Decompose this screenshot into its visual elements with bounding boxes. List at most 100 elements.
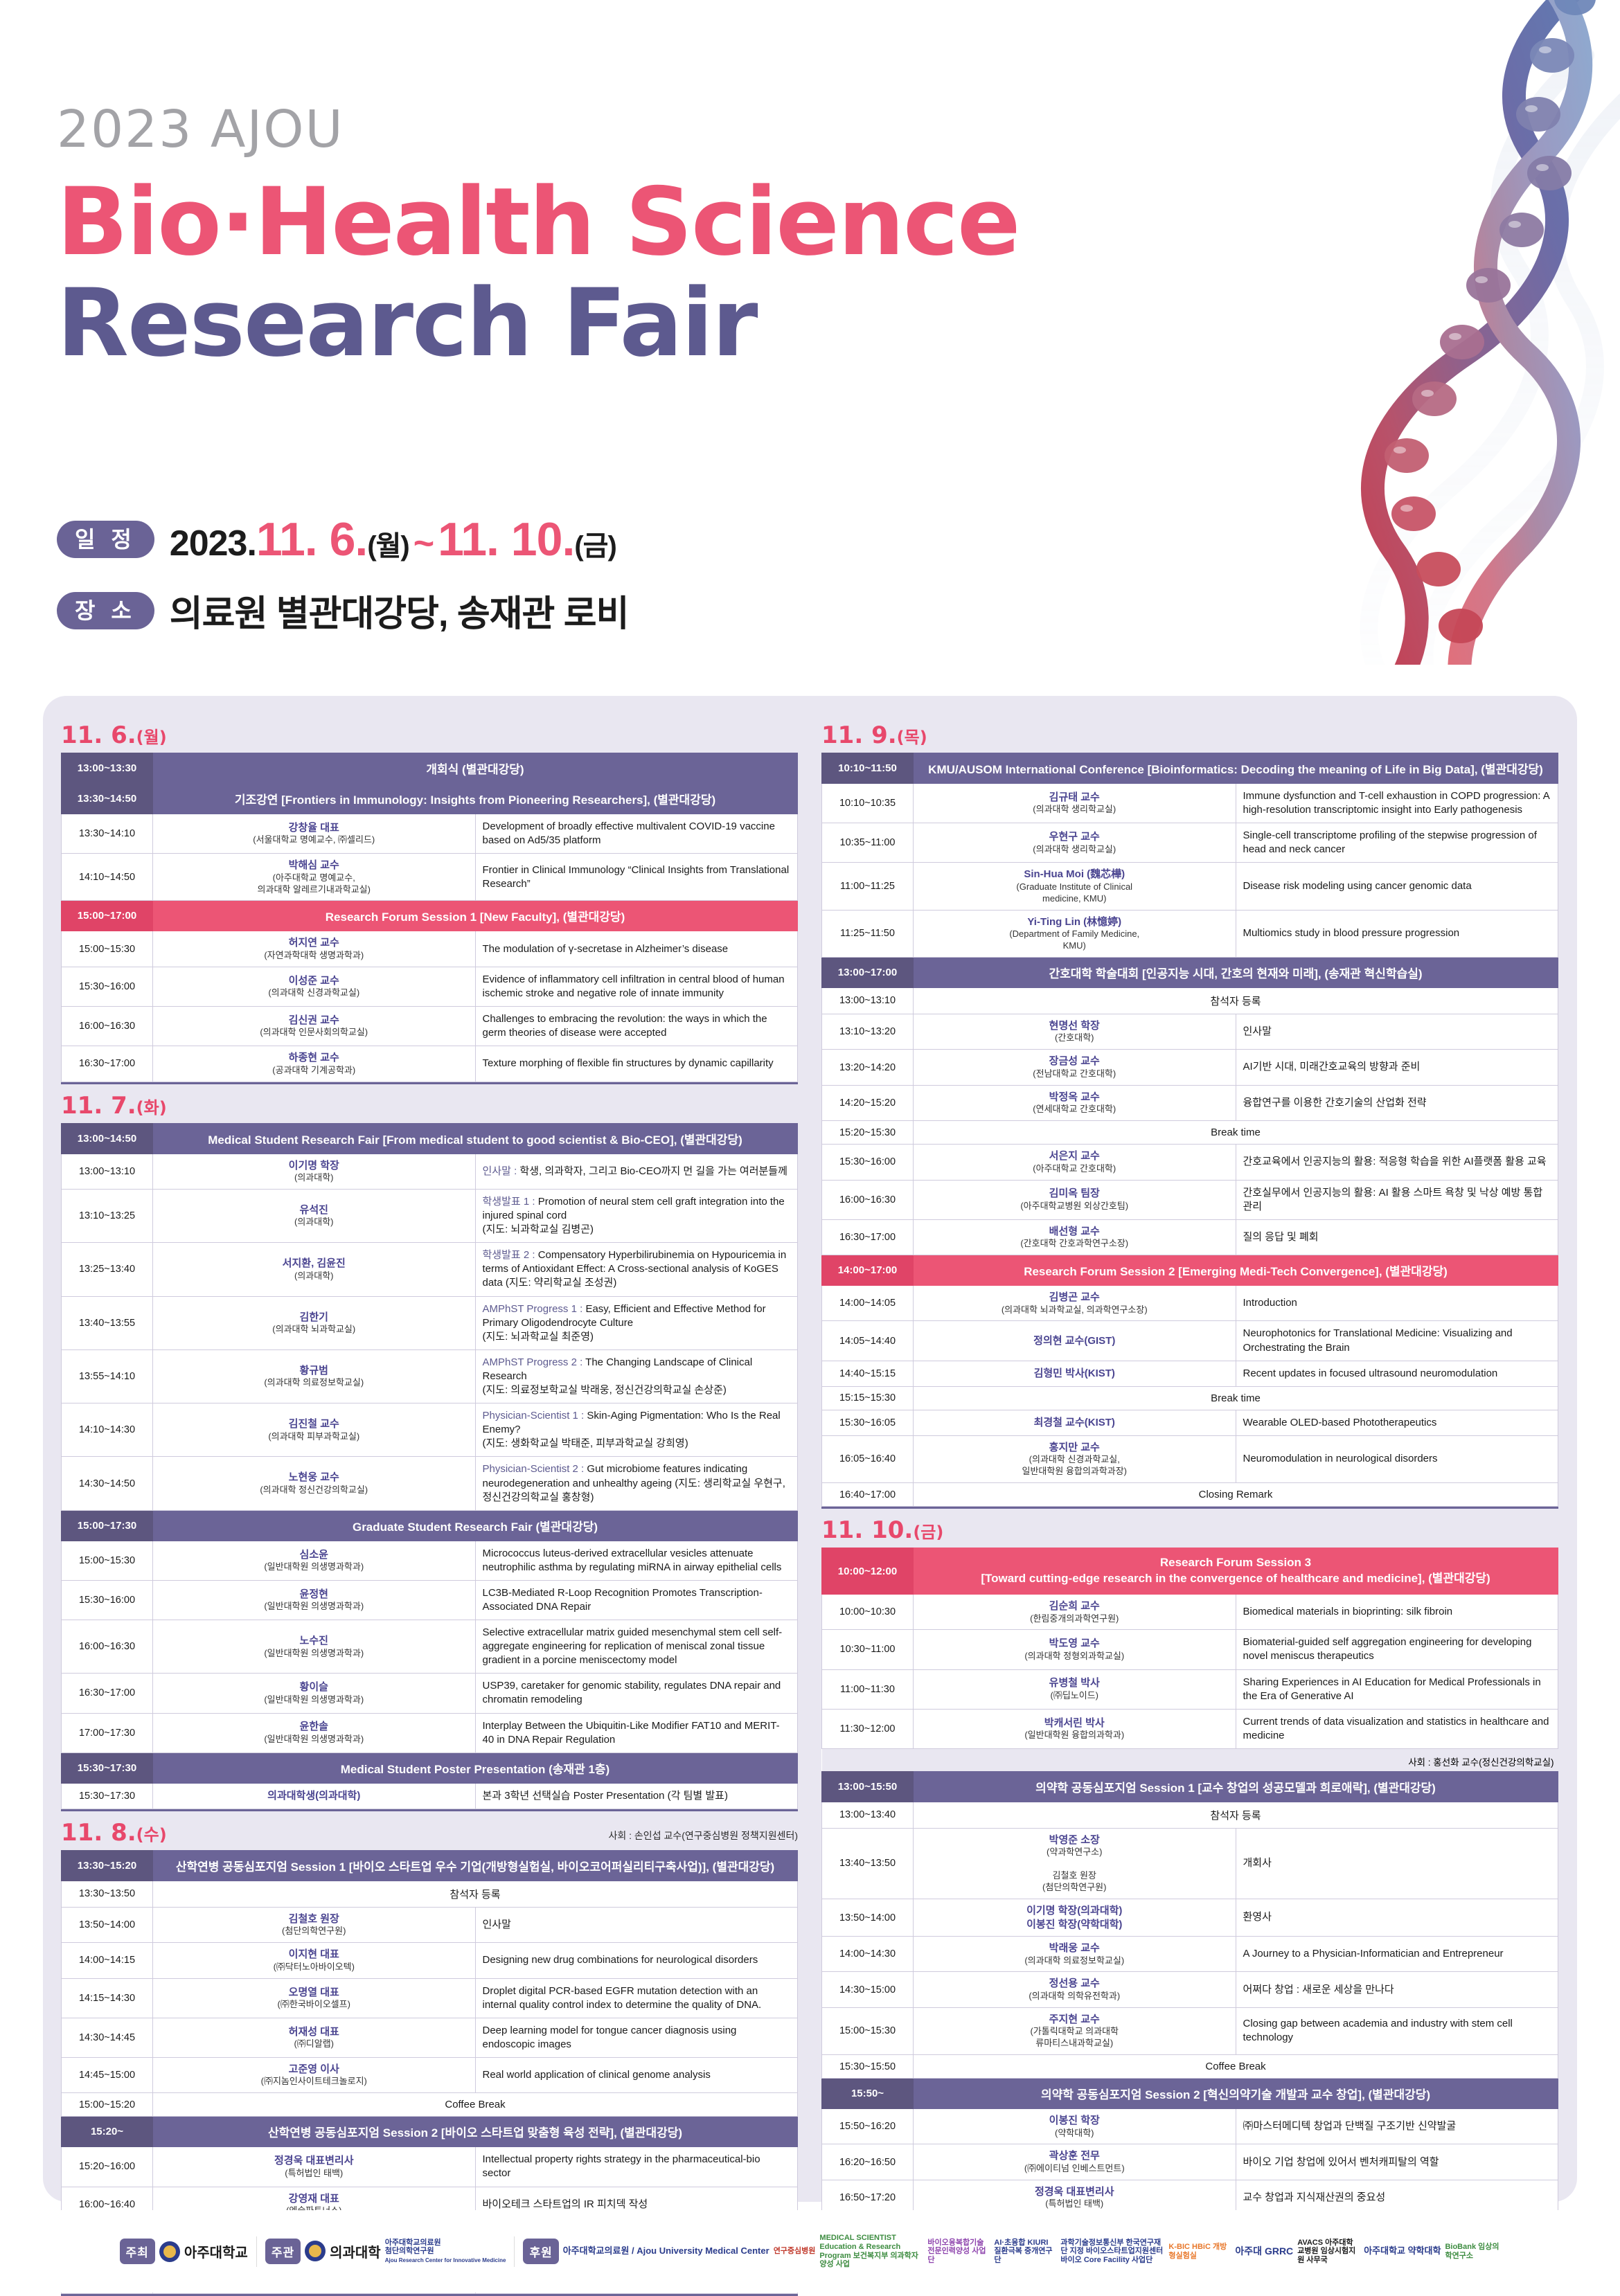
talk-title: Evidence of inflammatory cell infiltrati… [482, 973, 785, 999]
talk-prefix: AMPhST Progress 1 : [482, 1302, 583, 1315]
talk-title: A Journey to a Physician-Informatician a… [1243, 1948, 1504, 1960]
row-talk: Texture morphing of flexible fin structu… [474, 1046, 798, 1082]
talk-prefix: Physician-Scientist 2 : [482, 1463, 585, 1476]
org2-line3: Ajou Research Center for Innovative Medi… [384, 2257, 506, 2263]
speaker-affiliation: (아주대학교병원 외상간호팀) [1020, 1200, 1129, 1211]
speaker-name: 유병철 박사 [1049, 1677, 1100, 1689]
table-row: 17:00~17:30 윤한솔 (일반대학원 의생명과학과) Interplay Be… [61, 1712, 798, 1753]
row-speaker: 주지현 교수 (가톨릭대학교 의과대학 류마티스내과학교실) [913, 2007, 1236, 2056]
speaker-name: 심소윤 [299, 1548, 328, 1561]
talk-title: Multiomics study in blood pressure progr… [1243, 927, 1460, 940]
row-talk: AMPhST Progress 2 : The Changing Landsca… [474, 1349, 798, 1404]
row-speaker: 허지연 교수 (자연과학대학 생명과학과) [152, 931, 476, 967]
session-band-time: 13:30~15:20 [61, 1849, 153, 1881]
table-row: 14:20~15:20 박정옥 교수 (연세대학교 간호대학) 융합연구를 이용한 간… [821, 1084, 1558, 1122]
row-title: Break time [913, 1385, 1558, 1410]
row-speaker: 박캐서린 박사 (일반대학원 융합의과학과) [913, 1708, 1236, 1749]
day-label: 11. 10.(금) [821, 1516, 944, 1545]
talk-prefix: Physician-Scientist 1 : [482, 1410, 585, 1422]
row-time: 15:30~17:30 [61, 1782, 153, 1809]
row-time: 13:55~14:10 [61, 1349, 153, 1404]
speaker-name: 이기명 학장 [288, 1159, 339, 1172]
speaker-affiliation: (한림중개의과학연구원) [1030, 1613, 1119, 1624]
row-time: 14:30~15:00 [821, 1971, 914, 2008]
table-row: 10:10~10:35 김규태 교수 (의과대학 생리학교실) Immune dysf… [821, 782, 1558, 824]
talk-title: 인사말 [482, 1918, 511, 1930]
table-row: 13:30~13:50 참석자 등록 [61, 1880, 798, 1908]
speaker-name: 김신권 교수 [288, 1014, 339, 1026]
row-speaker: Sin-Hua Moi (魏芯樺) (Graduate Institute of … [913, 862, 1236, 911]
speaker-affiliation: (아주대학교 간호대학) [1033, 1163, 1116, 1174]
row-talk: Biomaterial-guided self aggregation engi… [1235, 1629, 1558, 1670]
session-band: 13:30~15:20 산학연병 공동심포지엄 Session 1 [바이오 스타… [61, 1849, 798, 1881]
talk-title: 간호교육에서 인공지능의 활용: 적응형 학습을 위한 AI플랫폼 활용 교육 [1243, 1156, 1547, 1168]
row-time: 14:00~14:15 [61, 1942, 153, 1979]
session-band-time: 13:00~13:30 [61, 753, 153, 784]
speaker-affiliation: (일반대학원 의생명과학과) [264, 1733, 364, 1744]
row-talk: Biomedical materials in bioprinting: sil… [1235, 1593, 1558, 1631]
row-speaker: 이기명 학장(의과대학) 이봉진 학장(약학대학) [913, 1899, 1236, 1937]
row-time: 15:30~16:00 [821, 1144, 914, 1181]
table-row: 14:10~14:30 김진철 교수 (의과대학 피부과학교실) Physician-… [61, 1403, 798, 1458]
session-band: 15:50~ 의약학 공동심포지엄 Session 2 [혁신의약기술 개발과 교… [821, 2078, 1558, 2110]
sponsor-8: AVACS 아주대학교병원 임상시험지원 사무국 [1297, 2238, 1356, 2264]
row-talk: Development of broadly effective multiva… [474, 813, 798, 854]
speaker-name: 오명열 대표 [288, 1986, 339, 1998]
sponsor-10: BioBank 임상의학연구소 [1445, 2242, 1499, 2260]
speaker-name: 이기명 학장(의과대학) [1026, 1905, 1123, 1917]
talk-title: Selective extracellular matrix guided me… [482, 1626, 783, 1667]
talk-title: Challenges to embracing the revolution: … [482, 1013, 767, 1039]
session-band-time: 15:50~ [821, 2078, 914, 2110]
talk-title: 교수 창업과 지식재산권의 중요성 [1243, 2191, 1386, 2203]
speaker-name: 박캐서린 박사 [1044, 1716, 1105, 1729]
session-band-title: 의약학 공동심포지엄 Session 2 [혁신의약기술 개발과 교수 창업],… [913, 2078, 1558, 2110]
row-title: Coffee Break [152, 2092, 798, 2117]
row-speaker: 하종현 교수 (공과대학 기계공학과) [152, 1046, 476, 1082]
row-time: 11:00~11:25 [821, 862, 914, 911]
speaker-name-2: 이봉진 학장(약학대학) [1026, 1918, 1123, 1930]
row-speaker: 곽상훈 전무 (㈜에이티넘 인베스트먼트) [913, 2144, 1236, 2180]
row-time: 11:30~12:00 [821, 1708, 914, 1749]
row-talk: 바이오 기업 창업에 있어서 벤처캐피탈의 역할 [1235, 2144, 1558, 2180]
session-band: 10:10~11:50 KMU/AUSOM International Confe… [821, 753, 1558, 784]
table-bottom-rule [61, 1082, 798, 1084]
speaker-affiliation: (의과대학 정형외과학교실) [1024, 1650, 1125, 1661]
organizer-name-1: 의과대학 [330, 2245, 381, 2261]
talk-title: Frontier in Clinical Immunology “Clinica… [482, 863, 790, 890]
speaker-name: 하종현 교수 [288, 1052, 339, 1064]
speaker-affiliation: (의과대학 신경과학교실, 일반대학원 융합의과학과장) [1022, 1454, 1127, 1477]
row-time: 15:00~15:30 [61, 931, 153, 967]
talk-prefix: 학생발표 1 : [482, 1196, 535, 1208]
date-start-dow: (월) [367, 531, 409, 562]
row-title: Coffee Break [913, 2054, 1558, 2079]
talk-title: Biomaterial-guided self aggregation engi… [1243, 1636, 1532, 1662]
speaker-name: 박정옥 교수 [1049, 1091, 1100, 1103]
talk-title: Interplay Between the Ubiquitin-Like Mod… [482, 1719, 780, 1746]
speaker-name: 박영준 소장 [1049, 1833, 1100, 1846]
table-row: 13:30~14:10 강창율 대표 (서울대학교 명예교수, ㈜셀리드) Devel… [61, 813, 798, 854]
row-speaker: 최경철 교수(KIST) [913, 1409, 1236, 1436]
session-band-title: 개회식 (별관대강당) [152, 753, 798, 784]
row-speaker: 정경욱 대표변리사 (특허법인 태백) [152, 2146, 476, 2187]
speaker-affiliation: (의과대학) [294, 1217, 334, 1228]
speaker-name: 서지환, 김윤진 [282, 1257, 346, 1270]
speaker-affiliation: (㈜딥노이드) [1050, 1689, 1099, 1701]
talk-title: Current trends of data visualization and… [1243, 1715, 1549, 1741]
session-band: 15:00~17:30 Graduate Student Research Fai… [61, 1509, 798, 1541]
row-talk: USP39, caretaker for genomic stability, … [474, 1673, 798, 1714]
table-row: 13:10~13:20 현명선 학장 (간호대학) 인사말 [821, 1013, 1558, 1050]
session-band-title: Research Forum Session 3 [Toward cutting-… [913, 1548, 1558, 1595]
row-talk: Deep learning model for tongue cancer di… [474, 2017, 798, 2058]
session-band-time: 15:30~17:30 [61, 1752, 153, 1784]
speaker-affiliation: (의과대학) [294, 1270, 334, 1281]
row-speaker: 고준영 이사 (㈜지놈인사이트테크놀로지) [152, 2056, 476, 2094]
talk-title: Designing new drug combinations for neur… [482, 1954, 758, 1966]
speaker-affiliation: (의과대학 인문사회의학교실) [260, 1027, 368, 1038]
speaker-affiliation: (의과대학 생리학교실) [1033, 804, 1116, 815]
speaker-affiliation: (아주대학교 명예교수, 의과대학 알레르기내과학교실) [257, 872, 371, 895]
row-time: 14:10~14:50 [61, 853, 153, 902]
talk-title: ㈜마스터메디텍 창업과 단백질 구조기반 신약발굴 [1243, 2120, 1457, 2133]
talk-title: Deep learning model for tongue cancer di… [482, 2024, 737, 2050]
session-band: 15:00~17:00 Research Forum Session 1 [New… [61, 900, 798, 932]
footer-organizer: 주관 의과대학 아주대학교의료원 첨단의학연구원 Ajou Research C… [265, 2239, 506, 2265]
